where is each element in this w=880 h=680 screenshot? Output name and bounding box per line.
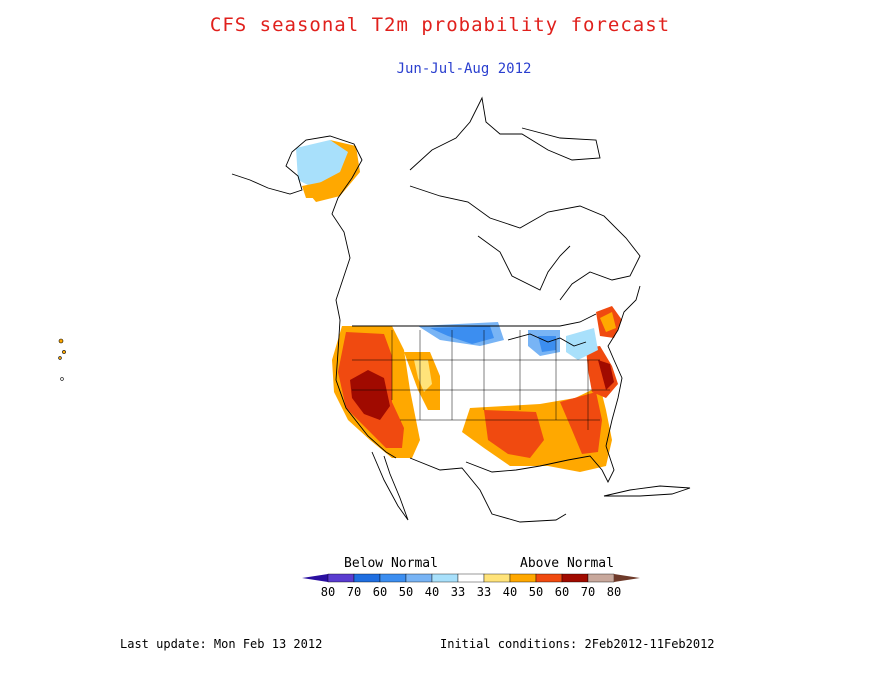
legend-arrow-low: [302, 574, 328, 582]
legend-tick-label: 40: [425, 585, 439, 599]
legend-swatch: [379, 573, 407, 583]
legend-swatch: [327, 573, 355, 583]
legend-tick-label: 33: [451, 585, 465, 599]
below-normal-label: Below Normal: [344, 556, 438, 571]
legend-tick-label: 80: [321, 585, 335, 599]
legend-swatch: [457, 573, 485, 583]
legend-arrow-high: [614, 574, 640, 582]
chart-title: CFS seasonal T2m probability forecast: [209, 14, 671, 36]
probability-legend: 80 70 60 50 40 33 33 40 50 60 70 80: [302, 573, 640, 599]
legend-tick-label: 40: [503, 585, 517, 599]
legend-swatch: [587, 573, 615, 583]
north-america-map: [58, 96, 691, 523]
hawaii-island: [58, 338, 64, 344]
forecast-shading: [58, 140, 622, 472]
legend-swatch: [483, 573, 511, 583]
initial-conditions-text: Initial conditions: 2Feb2012-11Feb2012: [440, 637, 715, 651]
south-above-strong: [484, 410, 544, 458]
legend-swatch: [353, 573, 381, 583]
legend-tick-label: 60: [555, 585, 569, 599]
legend-tick-label: 70: [581, 585, 595, 599]
west-above-peak: [350, 370, 390, 420]
coastlines: [231, 96, 691, 523]
legend-tick-label: 50: [529, 585, 543, 599]
above-normal-label: Above Normal: [520, 556, 614, 571]
legend-swatch: [509, 573, 537, 583]
legend-tick-label: 70: [347, 585, 361, 599]
legend-tick-label: 50: [399, 585, 413, 599]
legend-swatch: [535, 573, 563, 583]
last-update-text: Last update: Mon Feb 13 2012: [120, 637, 323, 651]
legend-tick-label: 80: [607, 585, 621, 599]
legend-swatch: [405, 573, 433, 583]
legend-tick-label: 60: [373, 585, 387, 599]
legend-swatch: [561, 573, 589, 583]
legend-swatch: [431, 573, 459, 583]
legend-tick-label: 33: [477, 585, 491, 599]
chart-subtitle: Jun-Jul-Aug 2012: [396, 61, 532, 77]
